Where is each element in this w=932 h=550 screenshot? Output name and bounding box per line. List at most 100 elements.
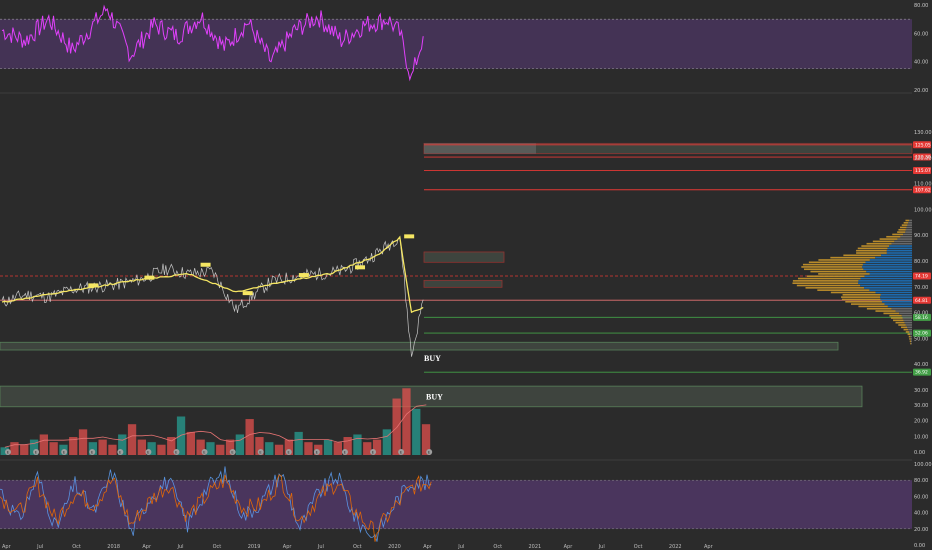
- profile-bar: [802, 263, 863, 266]
- y-tick-label: 60.00: [914, 31, 928, 37]
- volume-bar: [167, 437, 176, 455]
- profile-bar: [808, 261, 866, 264]
- resistance-zone: [423, 251, 505, 263]
- profile-bar: [861, 245, 890, 247]
- profile-bar: [806, 275, 865, 278]
- profile-bar: [856, 252, 887, 254]
- event-badge: [201, 449, 208, 455]
- volume-bar: [323, 439, 333, 455]
- profile-bar: [875, 291, 912, 294]
- profile-bar: [908, 328, 912, 331]
- volume-bar: [333, 442, 342, 455]
- x-tick-label: Jul: [36, 544, 43, 550]
- profile-bar: [907, 333, 911, 336]
- y-tick-label: 60.00: [914, 311, 928, 317]
- x-tick-label: 2022: [669, 544, 682, 550]
- signal-marker: [404, 234, 415, 239]
- price-tag: [913, 186, 931, 194]
- x-tick-label: Jul: [317, 544, 324, 550]
- event-badge: [33, 449, 40, 455]
- volume-bar: [392, 398, 401, 455]
- resistance-zone: [423, 279, 503, 288]
- volume-bar: [88, 442, 97, 455]
- x-tick-label: Apr: [142, 544, 152, 550]
- volume-bar: [382, 429, 391, 455]
- profile-bar: [801, 266, 863, 268]
- volume-bar: [284, 439, 293, 455]
- profile-bar: [905, 231, 912, 233]
- profile-bar: [901, 326, 908, 329]
- profile-bar: [875, 310, 896, 312]
- volume-bar: [294, 431, 303, 455]
- price-tag-label: 64.81: [915, 298, 928, 304]
- buy-label: BUY: [426, 392, 443, 401]
- volume-bar: [147, 442, 156, 455]
- profile-bar: [796, 284, 861, 287]
- price-tag: [913, 313, 931, 321]
- x-tick-label: Oct: [353, 544, 362, 550]
- x-tick-label: Oct: [634, 544, 643, 550]
- y-tick-label: 80.00: [914, 3, 928, 9]
- profile-bar: [845, 300, 882, 303]
- profile-bar: [910, 340, 912, 343]
- profile-bar: [864, 287, 912, 289]
- stochastic-k-line: [0, 466, 432, 542]
- volume-bar: [265, 442, 274, 455]
- profile-bar: [866, 270, 912, 273]
- profile-bar: [905, 219, 910, 222]
- profile-bar: [860, 277, 912, 280]
- profile-bar: [903, 233, 912, 236]
- event-badge: [229, 449, 236, 455]
- profile-bar: [850, 303, 885, 305]
- price-tag-label: 107.62: [915, 187, 931, 193]
- price-tag: [913, 167, 931, 175]
- event-badge: [173, 449, 180, 455]
- profile-bar: [865, 261, 912, 264]
- volume-bar: [157, 444, 166, 455]
- volume-bar: [363, 442, 372, 455]
- volume-bar: [98, 439, 107, 455]
- event-badge-label: E: [7, 450, 9, 454]
- y-tick-label: 30.00: [914, 403, 928, 409]
- profile-bar: [898, 324, 906, 326]
- y-tick-label: 20.00: [914, 419, 928, 425]
- profile-bar: [897, 231, 906, 233]
- profile-bar: [843, 254, 882, 257]
- x-tick-label: Oct: [493, 544, 502, 550]
- volume-bar: [421, 424, 431, 455]
- volume-bar: [216, 444, 225, 455]
- profile-bar: [857, 247, 888, 250]
- profile-bar: [866, 307, 892, 310]
- profile-bar: [866, 242, 892, 245]
- event-badge-label: E: [203, 450, 205, 454]
- stochastic-band: [0, 480, 912, 529]
- profile-bar: [901, 224, 908, 226]
- volume-bar: [127, 424, 137, 455]
- signal-marker: [355, 265, 366, 270]
- y-tick-label: 80.00: [914, 478, 928, 484]
- event-badge: [5, 449, 11, 455]
- profile-bar: [886, 235, 901, 238]
- profile-bar: [862, 263, 912, 266]
- profile-bar: [869, 259, 912, 261]
- stochastic-d-line: [0, 474, 432, 542]
- price-tag-label: 125.05: [915, 142, 931, 148]
- price-tag: [913, 296, 931, 304]
- x-tick-label: Oct: [72, 544, 81, 550]
- price-tag-label: 36.92: [915, 370, 928, 376]
- profile-bar: [908, 222, 912, 224]
- profile-bar: [881, 254, 912, 257]
- y-tick-label: 10.00: [914, 434, 928, 440]
- profile-bar: [910, 333, 912, 336]
- price-tag-label: 74.19: [915, 274, 928, 280]
- x-tick-label: 2018: [107, 544, 120, 550]
- price-tag: [913, 368, 931, 376]
- x-tick-label: Jul: [177, 544, 184, 550]
- profile-bar: [894, 240, 912, 243]
- profile-bar: [830, 291, 876, 294]
- profile-bar: [880, 298, 912, 301]
- profile-bar: [879, 238, 898, 240]
- rsi-line: [1, 4, 424, 82]
